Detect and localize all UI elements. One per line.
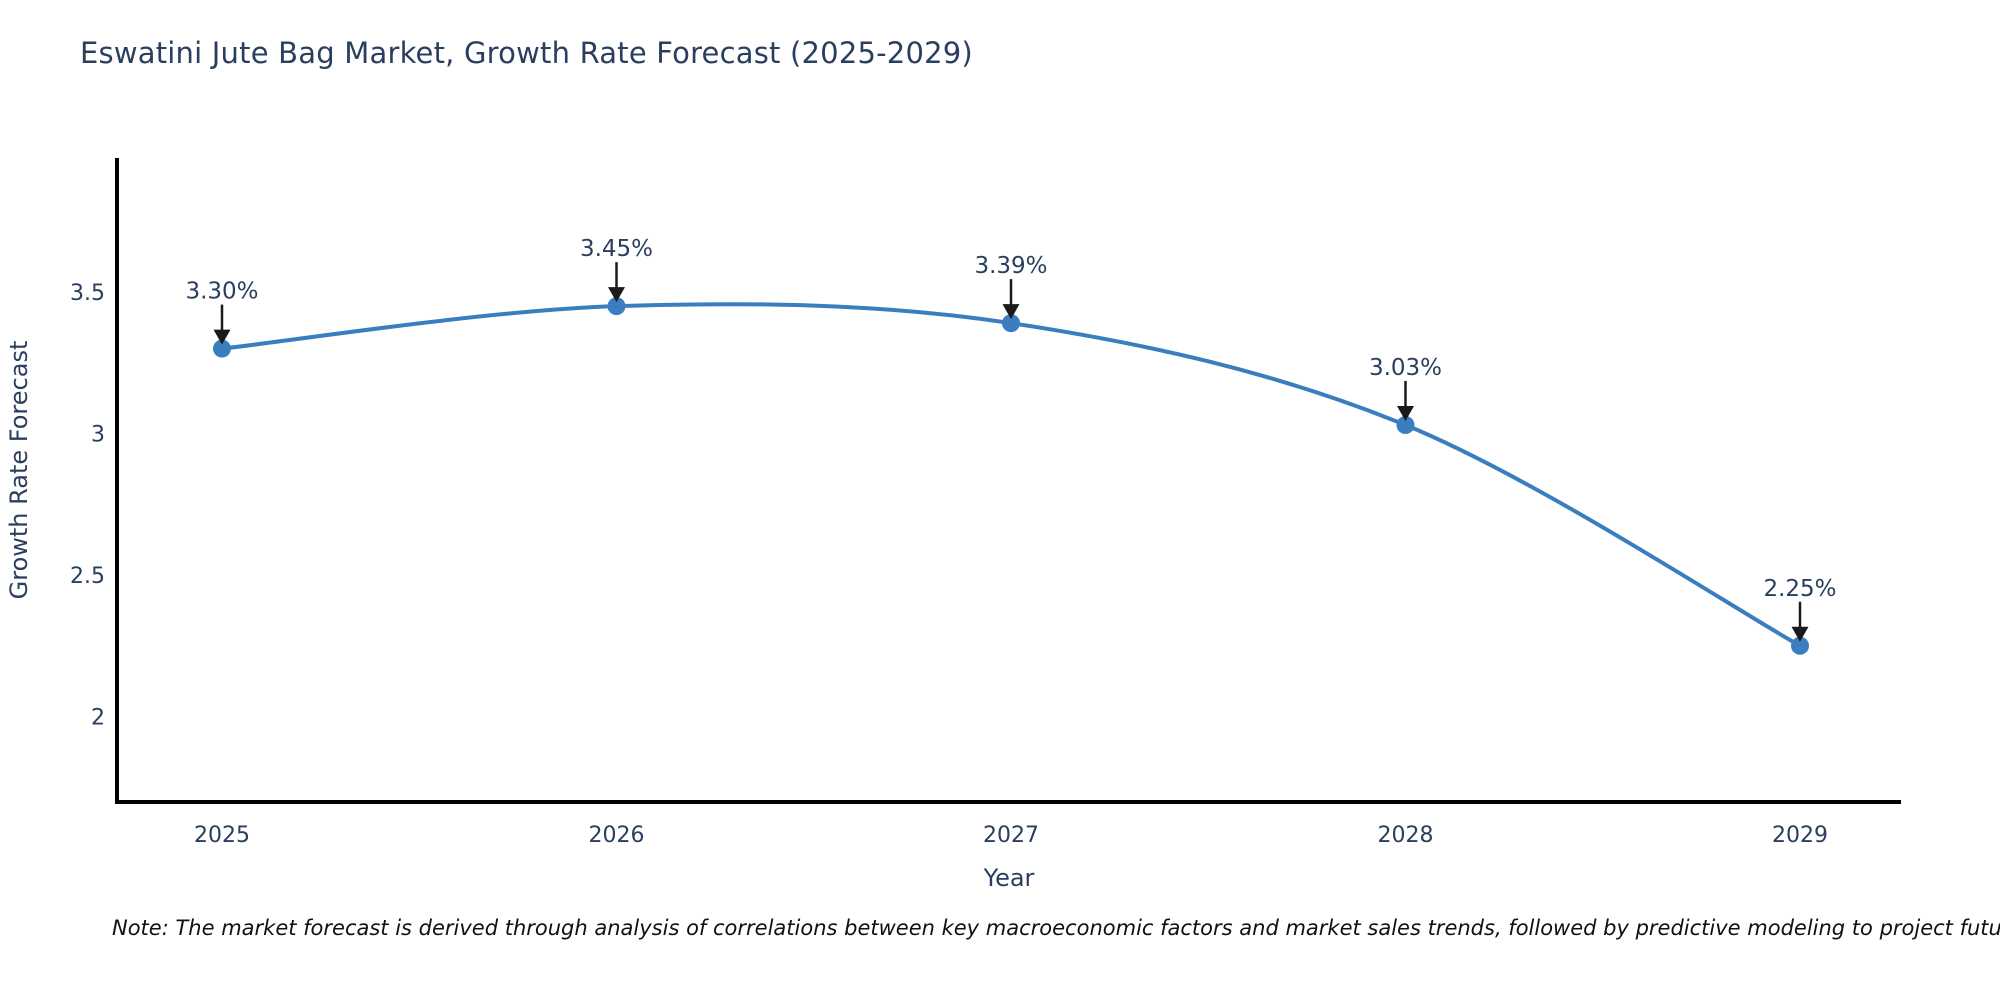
data-point-marker (1002, 314, 1020, 333)
data-point-marker (1791, 636, 1809, 655)
data-label-arrowhead (1791, 626, 1809, 642)
data-point-label: 2.25% (1763, 576, 1836, 602)
data-point-marker (213, 339, 231, 358)
data-label-arrowhead (213, 329, 231, 345)
x-tick-label: 2026 (589, 823, 645, 848)
x-tick-label: 2025 (194, 823, 250, 848)
footnote: Note: The market forecast is derived thr… (112, 916, 2000, 940)
x-axis-title: Year (983, 864, 1035, 892)
x-tick-label: 2027 (983, 823, 1039, 848)
data-point-label: 3.39% (974, 253, 1047, 279)
y-tick-label: 3.5 (70, 281, 105, 306)
data-label-arrowhead (1002, 304, 1020, 320)
x-tick-label: 2028 (1378, 823, 1434, 848)
data-point-marker (607, 297, 626, 316)
data-point-label: 3.45% (580, 236, 653, 262)
data-label-arrowhead (1397, 406, 1414, 422)
y-tick-label: 2.5 (70, 564, 105, 589)
chart-title: Eswatini Jute Bag Market, Growth Rate Fo… (80, 36, 973, 70)
axis-lines (115, 158, 1901, 804)
y-tick-label: 2 (91, 706, 105, 731)
data-point-marker (1396, 416, 1415, 435)
data-point-label: 3.03% (1369, 355, 1442, 381)
y-tick-label: 3 (91, 423, 105, 448)
forecast-line (220, 302, 1802, 648)
x-tick-label: 2029 (1772, 823, 1828, 848)
y-axis-title: Growth Rate Forecast (5, 341, 33, 600)
data-label-arrowhead (608, 287, 625, 303)
data-point-label: 3.30% (185, 279, 258, 305)
